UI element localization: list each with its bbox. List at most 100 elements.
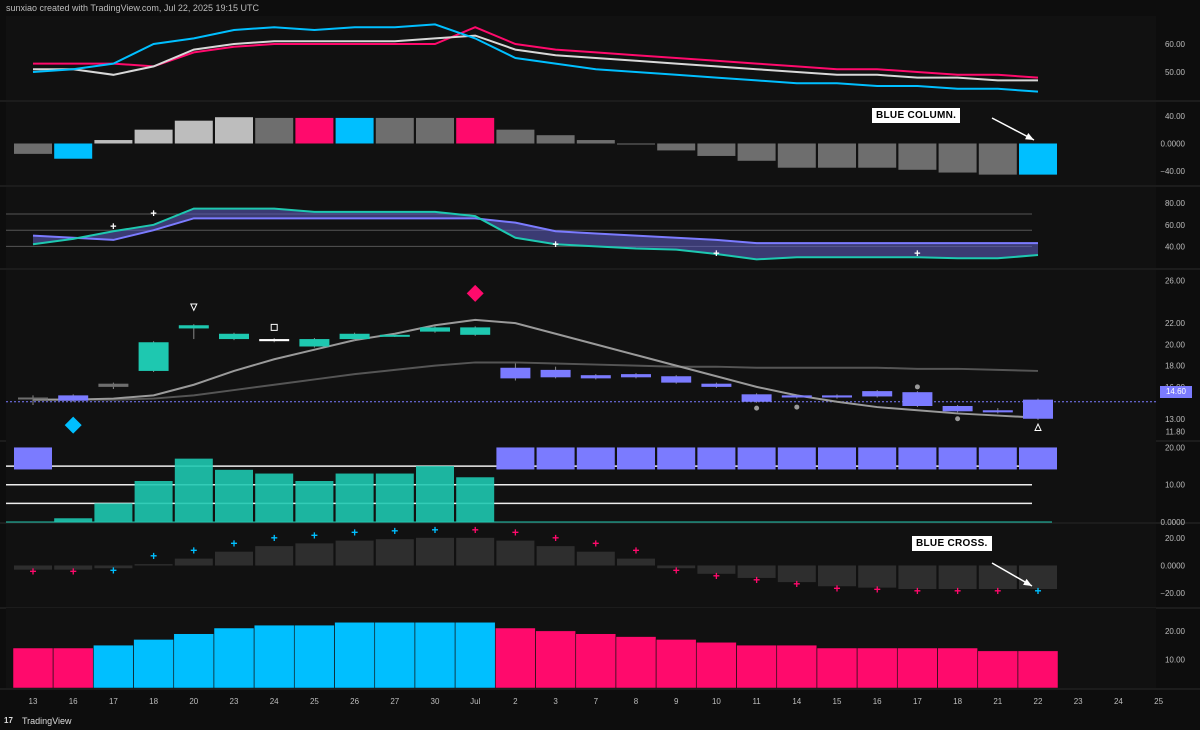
histogram-bar [374, 622, 416, 689]
cross-marker: + [713, 569, 720, 583]
pink-diamond-marker [466, 284, 484, 302]
x-tick-label: 15 [833, 697, 842, 706]
cross-marker: + [150, 208, 156, 220]
histogram-bar [937, 647, 978, 689]
tradingview-brand[interactable]: TradingView [22, 716, 72, 726]
x-tick-label: 8 [634, 697, 639, 706]
histogram-bar [255, 546, 294, 566]
cross-marker: + [190, 544, 197, 558]
histogram-bar [174, 558, 213, 566]
y-tick-label: 20.00 [1165, 340, 1186, 349]
cross-marker: + [793, 577, 800, 591]
histogram-bar [215, 551, 253, 566]
histogram-bar [776, 644, 818, 689]
histogram-bar [456, 537, 495, 566]
cross-marker: + [914, 584, 921, 598]
cross-marker: + [673, 563, 680, 577]
x-tick-label: 18 [953, 697, 962, 706]
histogram-bar [697, 447, 736, 470]
histogram-bar [737, 447, 776, 470]
cross-marker: + [753, 573, 760, 587]
histogram-bar [94, 503, 133, 522]
histogram-bar [174, 120, 213, 144]
x-tick-label: 16 [69, 697, 78, 706]
candle-body [138, 342, 169, 371]
candle-body [1023, 399, 1053, 419]
histogram-bar [335, 117, 374, 144]
histogram-bar [978, 447, 1017, 470]
y-tick-label: 20.00 [1165, 443, 1186, 452]
y-tick-label: 50.00 [1165, 68, 1186, 77]
cross-marker: + [150, 549, 157, 563]
x-tick-label: 11 [752, 697, 761, 706]
cross-marker: + [110, 221, 116, 233]
histogram-bar [736, 644, 777, 689]
histogram-bar [777, 447, 816, 470]
x-tick-label: 2 [513, 697, 518, 706]
last-price-tag: 14.60 [1160, 386, 1192, 398]
histogram-bar [14, 143, 52, 154]
histogram-bar [737, 565, 776, 578]
histogram-bar [657, 565, 696, 569]
histogram-bar [536, 135, 575, 144]
candle-body [379, 334, 410, 337]
arrow-to-blue-cross-head [1023, 578, 1032, 586]
triangle-down-marker [190, 303, 198, 312]
series-line-teal [32, 207, 1039, 261]
x-tick-label: 3 [553, 697, 558, 706]
cross-marker: + [874, 583, 881, 597]
x-tick-label: 25 [1154, 697, 1163, 706]
x-tick-label: 21 [993, 697, 1002, 706]
histogram-bar [777, 565, 816, 583]
candle-body [540, 369, 571, 378]
histogram-bar [858, 447, 897, 470]
y-tick-label: 60.00 [1165, 40, 1186, 49]
cross-marker: + [512, 526, 519, 540]
histogram-bar [375, 539, 414, 566]
histogram-bar [335, 473, 374, 522]
histogram-bar [818, 143, 856, 168]
histogram-bar [697, 565, 736, 574]
histogram-bar [858, 565, 897, 588]
histogram-bar [617, 143, 655, 145]
candle-body [299, 339, 330, 347]
y-tick-label: −20.00 [1160, 589, 1185, 598]
histogram-bar [134, 481, 173, 522]
histogram-bar [818, 565, 856, 587]
histogram-bar [295, 543, 334, 566]
histogram-bar [416, 537, 454, 566]
histogram-bar [576, 140, 615, 144]
candle-body [259, 339, 290, 342]
histogram-bar [215, 469, 253, 522]
y-tick-label: 11.80 [1166, 428, 1186, 437]
histogram-bar [576, 551, 615, 566]
histogram-bar [255, 473, 294, 522]
x-tick-label: 24 [270, 697, 279, 706]
candle-body [781, 395, 812, 398]
histogram-bar [456, 477, 495, 522]
histogram-bar [858, 143, 897, 168]
series-line-purple [32, 217, 1038, 245]
x-tick-label: 20 [189, 697, 198, 706]
cross-marker: + [271, 531, 278, 545]
histogram-bar [215, 117, 253, 144]
histogram-bar [52, 647, 94, 689]
x-tick-label: 9 [674, 697, 679, 706]
candle-body [621, 374, 651, 378]
histogram-bar [856, 647, 898, 689]
histogram-bar [617, 447, 655, 470]
candle-body [982, 410, 1013, 413]
histogram-bar [1019, 143, 1057, 175]
histogram-bar [375, 117, 414, 144]
histogram-bar [576, 447, 615, 470]
histogram-bar [615, 636, 657, 689]
triangle-up-marker [1034, 422, 1042, 431]
cross-marker: + [311, 528, 318, 542]
histogram-bar [535, 630, 576, 689]
cross-marker: + [552, 531, 559, 545]
candle-body [902, 392, 933, 406]
histogram-bar [898, 565, 937, 590]
cross-marker: + [110, 563, 117, 577]
tradingview-logo-icon[interactable]: 17 [4, 716, 13, 725]
